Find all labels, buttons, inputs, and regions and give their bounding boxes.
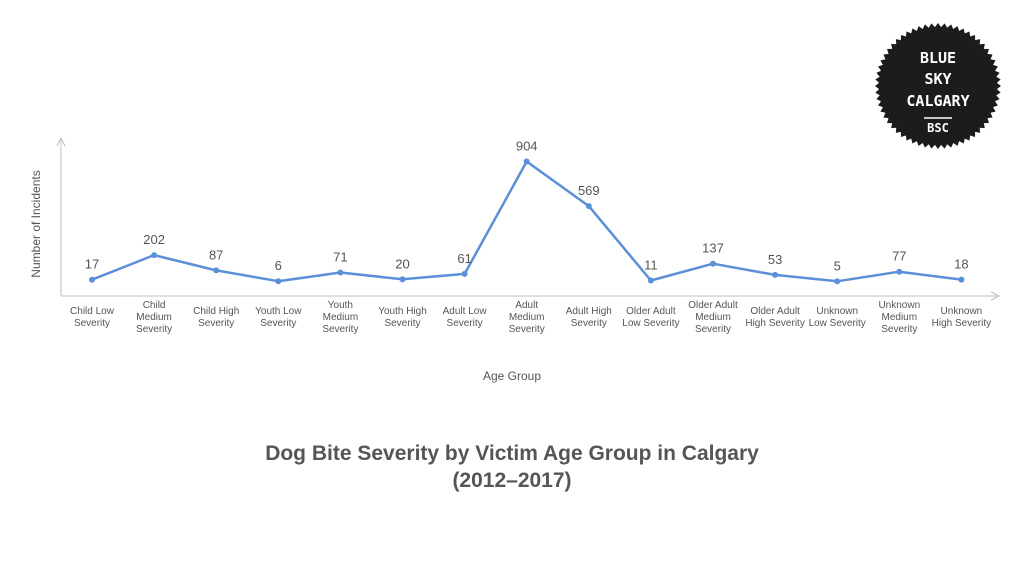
x-axis-label: Age Group xyxy=(483,369,541,383)
data-point xyxy=(710,260,716,267)
data-label: 20 xyxy=(395,256,409,271)
x-tick-label: Adult Medium Severity xyxy=(509,300,545,335)
x-tick-label: Child Medium Severity xyxy=(136,300,172,335)
plot-area: 17 202 87 6 71 20 61 904 569 11 137 53 5 77 18 xyxy=(85,138,969,285)
data-point xyxy=(772,271,779,278)
x-tick-label: Unknown Low Severity xyxy=(809,306,866,329)
data-label: 18 xyxy=(954,257,968,272)
x-tick-labels: Child Low Severity Child Medium Severity Chil… xyxy=(70,300,991,335)
data-label: 904 xyxy=(516,138,538,153)
data-label: 202 xyxy=(143,232,165,247)
data-label: 17 xyxy=(85,257,99,272)
data-label: 71 xyxy=(333,250,347,265)
logo-line-1: BLUE xyxy=(920,49,956,67)
x-tick-label: Older Adult Low Severity xyxy=(622,306,679,329)
x-tick-label: Unknown High Severity xyxy=(932,306,991,329)
data-label: 11 xyxy=(644,258,658,273)
x-tick-label: Unknown Medium Severity xyxy=(878,300,920,335)
data-point xyxy=(834,278,841,285)
x-tick-label: Youth Low Severity xyxy=(255,306,302,329)
x-tick-label: Adult High Severity xyxy=(566,306,612,329)
x-tick-label: Adult Low Severity xyxy=(443,306,488,329)
series-line xyxy=(91,160,962,283)
data-point xyxy=(958,276,965,283)
x-tick-label: Child High Severity xyxy=(193,306,239,329)
data-point xyxy=(461,270,468,277)
x-axis-arrow xyxy=(990,291,1001,301)
x-tick-label: Youth High Severity xyxy=(378,306,427,329)
chart-subtitle: (2012–2017) xyxy=(452,469,572,492)
logo-abbr: BSC xyxy=(927,121,949,135)
data-label: 87 xyxy=(209,247,223,262)
chart-axes xyxy=(56,136,1001,301)
data-label: 6 xyxy=(275,258,282,273)
data-point xyxy=(337,269,344,276)
data-point xyxy=(213,267,220,274)
data-point xyxy=(275,278,282,285)
data-label: 53 xyxy=(768,252,782,267)
y-axis-label: Number of Incidents xyxy=(29,170,43,277)
data-point xyxy=(151,252,158,259)
data-point xyxy=(585,203,592,210)
x-tick-label: Older Adult High Severity xyxy=(745,306,804,329)
data-label: 137 xyxy=(702,241,724,256)
x-tick-label: Older Adult Medium Severity xyxy=(688,300,738,335)
x-tick-label: Youth Medium Severity xyxy=(322,300,358,335)
data-label: 5 xyxy=(834,258,841,273)
logo-line-3: CALGARY xyxy=(906,92,969,110)
logo-line-2: SKY xyxy=(924,70,951,88)
y-axis-arrow xyxy=(56,136,66,147)
data-label: 569 xyxy=(578,183,600,198)
blue-sky-calgary-logo: BLUE SKY CALGARY BSC xyxy=(875,23,1001,149)
data-point xyxy=(89,276,95,283)
x-tick-label: Child Low Severity xyxy=(70,306,115,329)
data-point xyxy=(523,158,530,165)
data-label: 77 xyxy=(892,249,906,264)
chart-title: Dog Bite Severity by Victim Age Group in… xyxy=(265,442,759,465)
data-label: 61 xyxy=(457,251,471,266)
data-point xyxy=(647,277,654,284)
data-point xyxy=(896,268,903,275)
data-point xyxy=(399,276,406,283)
logo-badge-shape xyxy=(875,23,1001,149)
